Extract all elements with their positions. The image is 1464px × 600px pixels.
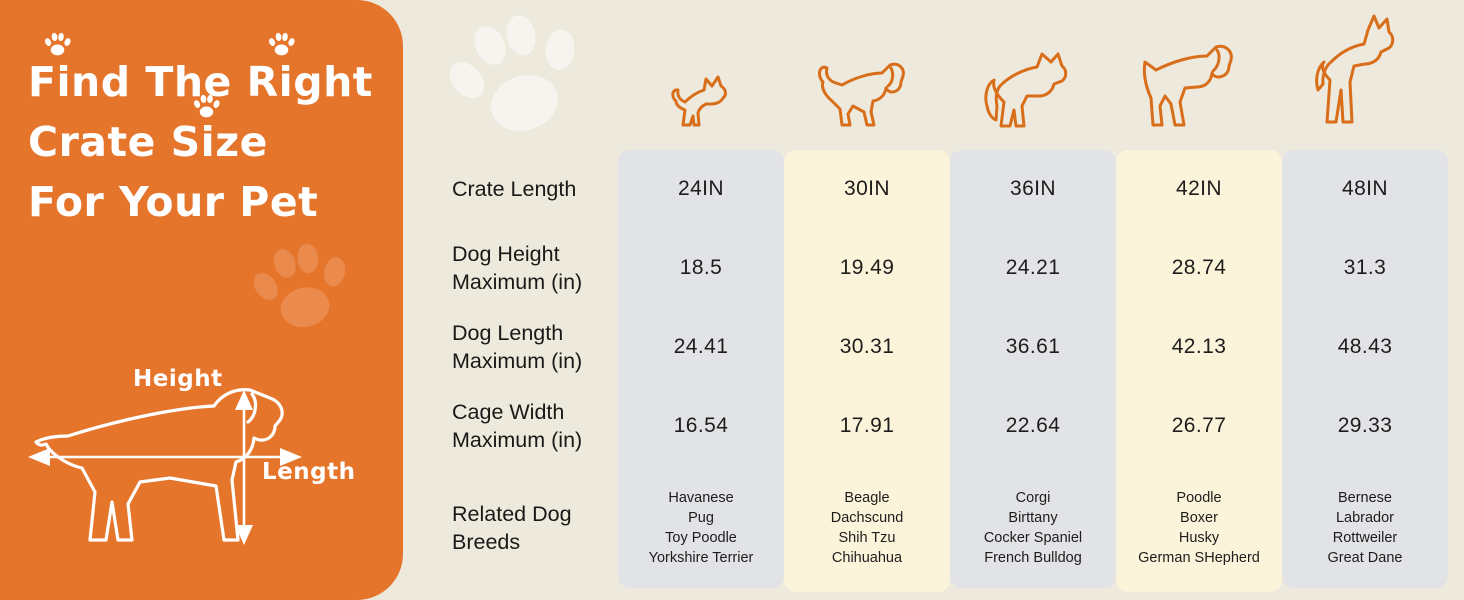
crate-size-table: Crate Length 24IN 30IN 36IN 42IN 48IN Do… <box>450 150 1448 590</box>
row-label-related-breeds: Related Dog Breeds <box>452 501 572 554</box>
breeds-30in: Beagle Dachscund Shih Tzu Chihuahua <box>784 465 950 590</box>
column-bg-36in <box>950 150 1116 588</box>
row-label-dog-length: Dog Length Maximum (in) <box>452 320 583 373</box>
chihuahua-icon <box>671 75 727 127</box>
row-label-crate-length: Crate Length <box>452 177 577 201</box>
breeds-24in: Havanese Pug Toy Poodle Yorkshire Terrie… <box>618 465 784 590</box>
breed: Corgi <box>1015 489 1051 506</box>
row-label-cage-width: Cage Width Maximum (in) <box>452 399 583 452</box>
length-label: Length <box>262 459 356 485</box>
breed: Cocker Spaniel <box>983 529 1083 546</box>
cage-width-24in: 16.54 <box>673 413 729 437</box>
breeds-36in: Corgi Birttany Cocker Spaniel French Bul… <box>950 465 1116 590</box>
breed: Yorkshire Terrier <box>648 549 754 566</box>
page-title: Find The Right Crate Size For Your Pet <box>28 52 388 232</box>
dog-height-30in: 19.49 <box>839 255 895 279</box>
crate-length-24in: 24IN <box>678 177 724 200</box>
breed: Bernese <box>1337 489 1392 506</box>
crate-length-42in: 42IN <box>1176 177 1222 200</box>
breed: Labrador <box>1335 509 1395 526</box>
breed: Husky <box>1178 529 1220 546</box>
row-label-dog-height: Dog Height Maximum (in) <box>452 241 583 294</box>
dog-length-24in: 24.41 <box>673 334 729 358</box>
title-line-2: Crate Size <box>28 118 268 166</box>
breed: French Bulldog <box>984 549 1082 566</box>
breed: Great Dane <box>1327 549 1403 566</box>
crate-length-36in: 36IN <box>1010 177 1056 200</box>
cage-width-48in: 29.33 <box>1337 413 1393 437</box>
dog-length-30in: 30.31 <box>839 334 895 358</box>
cage-width-36in: 22.64 <box>1005 413 1061 437</box>
dog-height-36in: 24.21 <box>1005 255 1061 279</box>
height-label: Height <box>133 366 223 392</box>
cage-width-42in: 26.77 <box>1171 413 1227 437</box>
left-panel: Find The Right Crate Size For Your Pet H… <box>0 0 403 600</box>
great-dane-icon <box>1315 14 1395 124</box>
dog-length-48in: 48.43 <box>1337 334 1393 358</box>
column-bg-24in <box>618 150 784 588</box>
breed: Pug <box>688 509 714 526</box>
paw-print-watermark-icon <box>244 233 359 343</box>
column-bg-30in <box>784 150 950 592</box>
dog-height-48in: 31.3 <box>1343 255 1387 279</box>
breed: Rottweiler <box>1332 529 1398 546</box>
dog-height-42in: 28.74 <box>1171 255 1227 279</box>
title-line-3: For Your Pet <box>28 178 319 226</box>
breeds-48in: Bernese Labrador Rottweiler Great Dane <box>1282 465 1448 590</box>
crate-length-30in: 30IN <box>844 177 890 200</box>
column-bg-48in <box>1282 150 1448 588</box>
labrador-icon <box>1142 44 1233 127</box>
breed: Dachscund <box>830 509 904 526</box>
breed: Chihuahua <box>831 549 903 566</box>
breeds-42in: Poodle Boxer Husky German SHepherd <box>1116 465 1282 590</box>
paw-print-watermark-icon <box>432 0 600 158</box>
breed: Boxer <box>1180 509 1218 526</box>
breed: Beagle <box>844 489 890 506</box>
dog-length-42in: 42.13 <box>1171 334 1227 358</box>
measured-dog-icon <box>28 388 302 545</box>
breed: German SHepherd <box>1138 549 1260 566</box>
cage-width-30in: 17.91 <box>839 413 895 437</box>
breed: Shih Tzu <box>838 529 896 546</box>
beagle-icon <box>818 62 905 127</box>
breed: Birttany <box>1008 509 1058 526</box>
dog-height-24in: 18.5 <box>679 255 723 279</box>
breed: Poodle <box>1176 489 1222 506</box>
breed: Havanese <box>668 489 734 506</box>
column-bg-42in <box>1116 150 1282 592</box>
title-line-1: Find The Right <box>28 58 373 106</box>
breed: Toy Poodle <box>665 529 737 546</box>
husky-icon <box>984 52 1068 128</box>
dog-length-36in: 36.61 <box>1005 334 1061 358</box>
crate-length-48in: 48IN <box>1342 177 1388 200</box>
